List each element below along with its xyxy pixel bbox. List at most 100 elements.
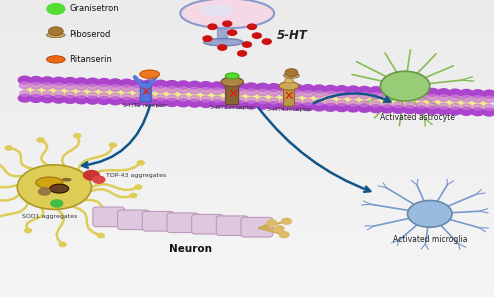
Circle shape [65,92,75,98]
Circle shape [404,106,416,113]
Circle shape [267,84,280,91]
Circle shape [75,96,88,104]
Circle shape [460,89,473,97]
Circle shape [99,93,109,99]
Circle shape [165,99,178,106]
Bar [0,152,494,156]
Circle shape [303,99,313,105]
FancyBboxPatch shape [140,82,151,102]
Circle shape [137,161,144,165]
Ellipse shape [180,0,274,28]
Text: 5-HT4 receptor: 5-HT4 receptor [267,107,311,112]
Circle shape [133,94,143,100]
Circle shape [415,94,426,101]
Ellipse shape [221,77,243,87]
Text: Granisetron: Granisetron [69,4,119,13]
Circle shape [189,87,200,94]
Circle shape [370,105,382,113]
Bar [0,4,494,7]
Circle shape [235,97,245,103]
Circle shape [177,81,190,89]
Circle shape [247,24,256,29]
Circle shape [117,213,124,217]
Circle shape [211,100,224,108]
Ellipse shape [46,32,65,38]
Circle shape [42,91,52,97]
Bar [0,186,494,189]
Bar [0,249,494,252]
Circle shape [408,200,452,227]
Circle shape [75,78,88,86]
Circle shape [326,99,335,105]
Circle shape [83,170,99,180]
Bar [0,93,494,97]
Bar [0,279,494,282]
FancyBboxPatch shape [167,213,199,233]
Circle shape [484,96,494,102]
Ellipse shape [36,177,63,188]
Circle shape [382,101,392,107]
FancyBboxPatch shape [93,207,124,227]
Bar [0,200,494,204]
Circle shape [414,106,427,114]
Circle shape [190,96,200,102]
Bar [0,59,494,63]
Bar [0,82,494,86]
Bar [0,89,494,93]
Bar [0,241,494,245]
FancyArrowPatch shape [82,105,150,168]
Circle shape [256,102,269,109]
Bar [0,167,494,171]
Circle shape [426,107,439,114]
Circle shape [77,92,86,98]
Circle shape [97,97,110,105]
Circle shape [336,92,347,98]
Ellipse shape [225,73,239,79]
Bar [0,100,494,104]
Ellipse shape [140,70,160,78]
Circle shape [314,91,325,97]
Circle shape [262,39,271,44]
Bar [0,37,494,41]
Circle shape [279,232,289,238]
Circle shape [360,101,370,107]
Bar [0,134,494,137]
Bar [0,22,494,26]
Circle shape [234,83,247,90]
Bar [0,52,494,56]
Bar [0,160,494,163]
Circle shape [31,91,41,97]
Circle shape [313,85,326,93]
Circle shape [110,85,121,91]
Text: Ritanserin: Ritanserin [69,55,112,64]
Bar [0,219,494,223]
Circle shape [5,146,12,150]
Circle shape [20,90,30,96]
Circle shape [130,193,137,198]
Ellipse shape [285,78,293,83]
Circle shape [30,95,42,102]
Circle shape [143,80,156,88]
Circle shape [392,87,405,95]
Bar [0,18,494,22]
Circle shape [41,95,54,103]
Circle shape [437,107,450,115]
Circle shape [93,176,105,183]
Circle shape [392,105,405,113]
Circle shape [88,92,98,98]
Circle shape [17,165,91,209]
Ellipse shape [200,4,235,16]
Circle shape [65,83,76,90]
Circle shape [177,99,190,107]
Circle shape [19,82,30,89]
Bar [0,41,494,45]
Circle shape [324,103,337,111]
Circle shape [394,102,404,108]
Bar [0,260,494,264]
Circle shape [325,91,336,98]
Circle shape [414,88,427,96]
Circle shape [200,100,212,108]
Circle shape [347,86,360,94]
Bar [0,56,494,59]
Bar [0,290,494,293]
